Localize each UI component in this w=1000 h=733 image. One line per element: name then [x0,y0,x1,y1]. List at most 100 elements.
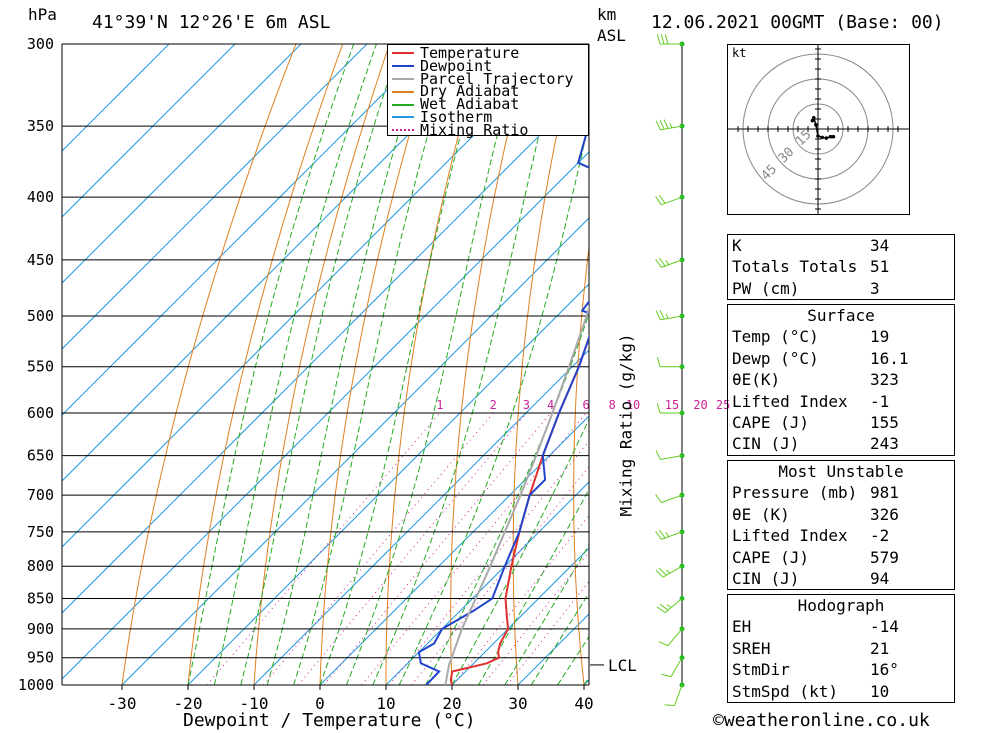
wind-barb-flag [655,310,661,320]
legend-swatch [392,52,414,55]
hodograph-title: Hodograph [797,596,885,615]
x-tick-label: 40 [574,694,593,713]
mixing-ratio-label: 6 [583,398,590,412]
legend-label: Temperature [420,44,520,62]
wet-adiabat-line [293,44,455,685]
index-label: Totals Totals [732,257,858,277]
most-unstable-value: 579 [870,547,899,567]
pressure-tick-label: 750 [27,523,54,541]
wind-barb-flag [656,606,666,614]
pressure-tick-label: 450 [27,251,54,269]
wind-barb-flag [659,119,665,130]
wind-barb-flag [664,34,669,45]
isotherm-line [121,217,589,685]
wet-adiabat-line [451,418,589,685]
wind-barb-flag [669,123,673,129]
wind-barb-flag [655,258,662,268]
mixing-ratio-line [411,466,589,685]
wind-barb-staff [660,455,683,460]
index-value: 34 [870,236,890,255]
isotherm-line [62,44,500,482]
mixing-ratio-label: 15 [665,398,679,412]
wind-barb-flag [658,257,666,267]
index-row: PW (cm) 3 [728,278,954,299]
wet-adiabat-line [345,44,522,685]
legend-label: Dewpoint [420,56,493,75]
surface-row: Lifted Index -1 [728,391,954,412]
dry-adiabat-line [512,44,578,685]
x-tick-label: 20 [442,694,461,713]
hodograph-point [816,134,820,138]
hodograph-point [810,118,815,123]
x-axis-label: Dewpoint / Temperature (°C) [183,710,476,731]
mixing-ratio-line [506,580,589,685]
legend-entry: Dewpoint [388,56,588,75]
most-unstable-label: Lifted Index [732,526,848,546]
surface-row: CIN (J) 243 [728,433,954,454]
wind-barb-flag [658,529,666,539]
legend-entry: Wet Adiabat [388,95,588,114]
isotherm-line [62,44,368,350]
most-unstable-row: CIN (J) 94 [728,568,954,589]
wind-barb-flag [656,34,661,45]
pressure-tick-label: 850 [27,589,54,607]
wind-barb-flag [661,673,672,678]
legend-label: Parcel Trajectory [420,69,574,88]
hodograph-stat-value: -14 [870,617,899,637]
surface-title: Surface [807,306,875,325]
legend-label: Wet Adiabat [420,95,520,114]
index-row: K 34 [728,235,954,256]
wind-barb-flag [655,569,664,578]
pressure-tick-label: 400 [27,188,54,206]
indices-table: K 34 Totals Totals 51 PW (cm) 3 [727,234,955,301]
isotherm-line [62,44,236,218]
wind-barb-flag [658,194,666,204]
index-label: K [732,236,742,255]
wind-barb-flag [666,604,672,608]
mixing-ratio-label: 25 [716,398,730,412]
profile-dewpoint [417,44,589,685]
mixing-ratio-line [323,412,551,685]
surface-row: CAPE (J) 155 [728,412,954,433]
datetime-title: 12.06.2021 00GMT (Base: 00) [651,12,944,33]
mixing-ratio-label: 10 [626,398,640,412]
profile-temperature [449,334,589,685]
legend-label: Isotherm [420,107,493,126]
asl-unit-label: ASL [597,26,626,45]
mixing-ratio-label: 20 [693,398,707,412]
x-tick-label: 30 [508,694,527,713]
most-unstable-row: θE (K) 326 [728,504,954,525]
isotherm-line [319,415,589,685]
dry-adiabat-line [187,44,344,685]
pressure-tick-label: 800 [27,557,54,575]
wind-barb-staff [670,657,683,677]
most-unstable-row: Pressure (mb) 981 [728,482,954,503]
mixing-ratio-label: 3 [523,398,530,412]
legend-entry: Dry Adiabat [388,84,588,99]
index-row: Totals Totals 51 [728,256,954,277]
legend-entry: Mixing Ratio [388,122,588,137]
isotherm-line [253,349,589,685]
most-unstable-label: CAPE (J) [732,547,810,567]
most-unstable-value: 326 [870,504,899,524]
hodograph-stat-row: StmDir 16° [728,659,954,680]
most-unstable-label: CIN (J) [732,568,800,588]
wind-barb-staff [667,628,683,647]
hodograph-point [828,134,833,139]
mixing-ratio-label: 2 [490,398,497,412]
wind-barb-flag [665,260,670,265]
x-tick-label: 0 [315,694,325,713]
isotherm-line [62,44,302,284]
legend-swatch [392,65,414,68]
isotherm-line [62,151,589,680]
mixing-ratio-label: 4 [547,398,554,412]
surface-row: θE(K) 323 [728,369,954,390]
wet-adiabat-line [398,121,589,685]
pressure-tick-label: 700 [27,486,54,504]
hodograph-stat-label: StmSpd (kt) [732,681,838,701]
wind-barb-staff [661,259,683,268]
copyright-footer[interactable]: ©weatheronline.co.uk [713,710,930,731]
dry-adiabat-line [632,44,670,685]
